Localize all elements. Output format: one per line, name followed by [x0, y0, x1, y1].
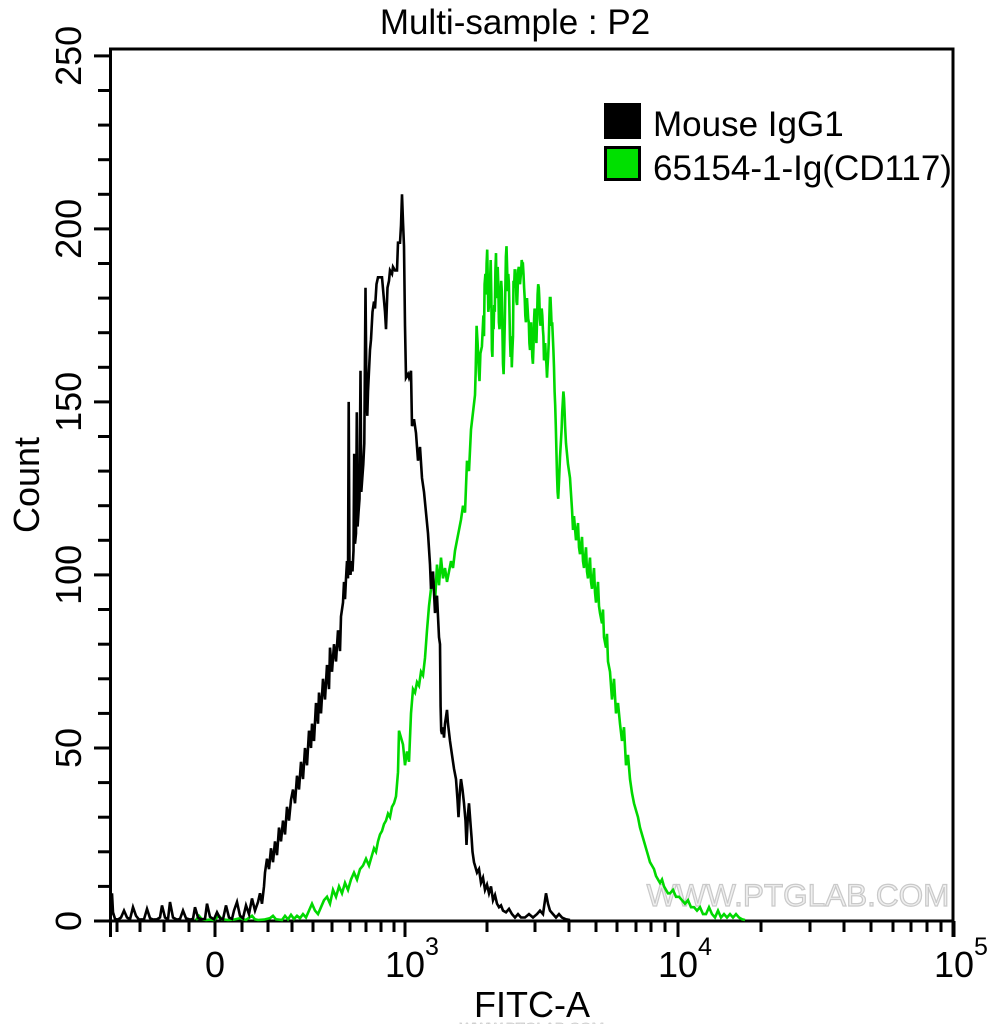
svg-text:10: 10	[658, 944, 698, 985]
svg-text:3: 3	[425, 933, 439, 961]
svg-text:4: 4	[698, 933, 712, 961]
svg-text:0: 0	[205, 944, 225, 985]
svg-text:FITC-A: FITC-A	[474, 984, 590, 1024]
svg-text:150: 150	[48, 372, 89, 432]
svg-text:5: 5	[974, 933, 988, 961]
svg-text:Count: Count	[6, 437, 47, 533]
svg-text:0: 0	[48, 911, 89, 931]
svg-text:65154-1-Ig(CD117): 65154-1-Ig(CD117)	[653, 149, 952, 188]
svg-text:WWW.PTGLAB.COM: WWW.PTGLAB.COM	[460, 1020, 604, 1024]
svg-text:250: 250	[48, 26, 89, 86]
svg-text:50: 50	[48, 728, 89, 768]
svg-text:100: 100	[48, 545, 89, 605]
svg-text:10: 10	[385, 944, 425, 985]
svg-text:10: 10	[934, 944, 974, 985]
svg-text:Multi-sample : P2: Multi-sample : P2	[380, 3, 650, 42]
svg-text:Mouse IgG1: Mouse IgG1	[653, 105, 844, 144]
svg-text:200: 200	[48, 199, 89, 259]
svg-text:WWW.PTGLAB.COM: WWW.PTGLAB.COM	[647, 877, 950, 913]
